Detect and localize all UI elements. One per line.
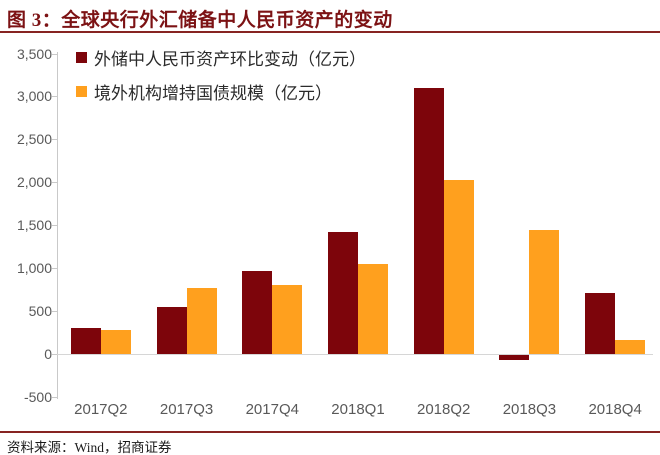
- bar-reserve-change: [499, 354, 530, 360]
- bar-reserve-change: [242, 271, 273, 354]
- x-axis-label: 2018Q4: [588, 401, 642, 418]
- series1-label: 外储中人民币资产环比变动（亿元）: [94, 50, 366, 69]
- x-axis-label: 2018Q2: [417, 401, 471, 418]
- legend-item-reserve-change: 外储中人民币资产环比变动（亿元）: [76, 45, 366, 70]
- bar-treasury-holdings: [272, 285, 303, 354]
- y-axis-line: [57, 51, 58, 399]
- y-axis-tick: [52, 225, 57, 226]
- y-axis-tick: [52, 396, 57, 398]
- y-axis-label: 3,000: [16, 88, 52, 105]
- bar-treasury-holdings: [615, 339, 646, 354]
- x-axis-label: 2017Q4: [245, 401, 299, 418]
- figure-title: 图 3：全球央行外汇储备中人民币资产的变动: [7, 10, 393, 31]
- bar-chart: 外储中人民币资产环比变动（亿元） 境外机构增持国债规模（亿元） 3,500 3,0…: [0, 33, 660, 425]
- y-axis-tick: [52, 353, 57, 355]
- y-axis-tick: [52, 267, 57, 269]
- y-axis-tick: [52, 53, 57, 55]
- y-axis-label: 0: [44, 345, 52, 362]
- bar-treasury-holdings: [186, 287, 217, 354]
- y-axis-label: 2,500: [16, 131, 52, 148]
- y-axis-label: 1,000: [16, 259, 52, 276]
- y-axis-label: 1,500: [16, 217, 52, 233]
- chart-legend: 外储中人民币资产环比变动（亿元） 境外机构增持国债规模（亿元）: [76, 45, 366, 104]
- bar-treasury-holdings: [443, 179, 474, 354]
- bar-treasury-holdings: [100, 329, 131, 354]
- footer-divider: [0, 431, 660, 433]
- bar-reserve-change: [156, 307, 187, 354]
- x-axis-label: 2017Q2: [74, 401, 128, 418]
- source-note: 资料来源：Wind，招商证券: [7, 440, 172, 455]
- series1-swatch-icon: [76, 52, 87, 63]
- series2-swatch-icon: [76, 86, 87, 97]
- y-axis-tick: [52, 182, 57, 184]
- y-axis-tick: [52, 310, 57, 312]
- bar-treasury-holdings: [529, 230, 560, 354]
- bar-reserve-change: [70, 327, 101, 354]
- x-axis-label: 2018Q1: [331, 401, 385, 418]
- zero-gridline: [57, 353, 653, 355]
- x-axis-label: 2018Q3: [502, 401, 557, 418]
- bar-reserve-change: [585, 292, 616, 354]
- series2-label: 境外机构增持国债规模（亿元）: [94, 84, 332, 103]
- bar-reserve-change: [328, 231, 358, 354]
- y-axis-label: -500: [23, 388, 52, 405]
- y-axis-tick: [52, 96, 57, 98]
- title-divider: [0, 31, 660, 33]
- bar-reserve-change: [413, 87, 444, 354]
- y-axis-tick: [52, 139, 57, 141]
- y-axis-label: 2,000: [16, 174, 52, 191]
- y-axis-label: 3,500: [16, 45, 52, 62]
- y-axis-label: 500: [28, 302, 52, 319]
- legend-item-treasury-holdings: 境外机构增持国债规模（亿元）: [76, 79, 366, 104]
- bar-treasury-holdings: [358, 263, 388, 354]
- x-axis-label: 2017Q3: [159, 401, 214, 418]
